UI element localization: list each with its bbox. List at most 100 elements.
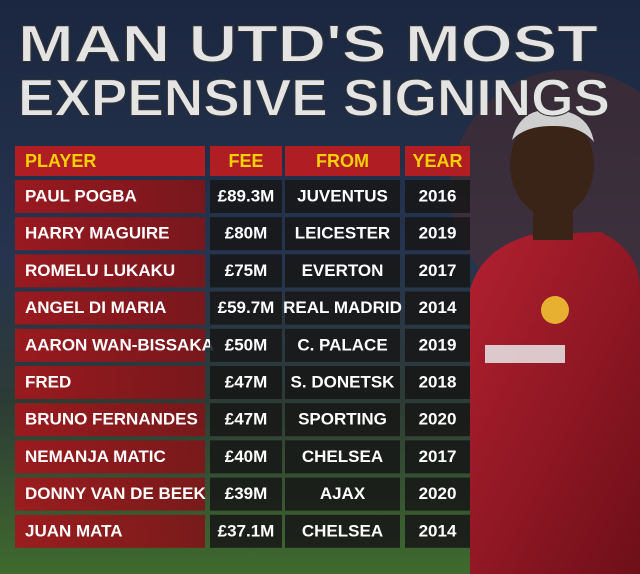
- year: 2020: [419, 410, 457, 429]
- player-cell: [15, 328, 205, 362]
- head: [510, 113, 594, 217]
- player-cell: [15, 217, 205, 251]
- data-cell: [405, 254, 470, 288]
- shirt: [470, 232, 640, 574]
- player-name: ANGEL DI MARIA: [25, 298, 166, 317]
- fee: £59.7M: [218, 298, 275, 317]
- header-cell: [15, 146, 205, 176]
- data-cell: [210, 514, 282, 548]
- header-cell: [210, 146, 282, 176]
- data-cell: [405, 217, 470, 251]
- fee: £37.1M: [218, 521, 275, 540]
- data-cell: [210, 366, 282, 399]
- data-cell: [210, 254, 282, 288]
- player-name: DONNY VAN DE BEEK: [25, 484, 206, 503]
- player-name: BRUNO FERNANDES: [25, 410, 198, 429]
- hair: [512, 109, 594, 142]
- year: 2014: [419, 298, 457, 317]
- year: 2019: [419, 335, 457, 354]
- year: 2018: [419, 372, 457, 391]
- fee: £47M: [225, 372, 268, 391]
- header-cell: [405, 146, 470, 176]
- player-name: AARON WAN-BISSAKA: [25, 335, 214, 354]
- from-club: LEICESTER: [295, 224, 390, 243]
- player-cell: [15, 440, 205, 474]
- fee: £75M: [225, 261, 268, 280]
- fee: £80M: [225, 224, 268, 243]
- player-name: PAUL POGBA: [25, 186, 137, 205]
- from-club: S. DONETSK: [291, 372, 396, 391]
- data-cell: [285, 217, 400, 251]
- player-cell: [15, 366, 205, 399]
- year: 2016: [419, 186, 457, 205]
- data-cell: [285, 477, 400, 511]
- data-cell: [210, 291, 282, 325]
- header-label: FEE: [228, 151, 263, 171]
- data-cell: [285, 291, 400, 325]
- data-cell: [405, 403, 470, 437]
- data-cell: [210, 328, 282, 362]
- badge: [541, 296, 569, 324]
- fee: £50M: [225, 335, 268, 354]
- from-club: AJAX: [320, 484, 366, 503]
- data-cell: [405, 291, 470, 325]
- year: 2017: [419, 447, 457, 466]
- from-club: CHELSEA: [302, 447, 383, 466]
- year: 2017: [419, 261, 457, 280]
- player-cell: [15, 477, 205, 511]
- header-label: YEAR: [412, 151, 462, 171]
- title-line: EXPENSIVE SIGNINGS: [18, 70, 610, 128]
- data-cell: [210, 440, 282, 474]
- data-cell: [285, 180, 400, 213]
- header-label: PLAYER: [25, 151, 96, 171]
- title-line: MAN UTD'S MOST: [18, 16, 598, 74]
- header-label: FROM: [316, 151, 369, 171]
- player-name: FRED: [25, 372, 71, 391]
- data-cell: [405, 366, 470, 399]
- from-club: REAL MADRID: [283, 298, 402, 317]
- fee: £47M: [225, 410, 268, 429]
- data-cell: [210, 403, 282, 437]
- fee: £40M: [225, 447, 268, 466]
- data-cell: [285, 514, 400, 548]
- fee: £39M: [225, 484, 268, 503]
- year: 2019: [419, 224, 457, 243]
- fee: £89.3M: [218, 186, 275, 205]
- data-cell: [405, 514, 470, 548]
- data-cell: [210, 477, 282, 511]
- data-cell: [210, 180, 282, 213]
- year: 2020: [419, 484, 457, 503]
- player-name: NEMANJA MATIC: [25, 447, 166, 466]
- data-cell: [285, 440, 400, 474]
- year: 2014: [419, 521, 457, 540]
- data-cell: [285, 366, 400, 399]
- player-cell: [15, 180, 205, 213]
- data-cell: [210, 217, 282, 251]
- from-club: JUVENTUS: [297, 186, 388, 205]
- data-cell: [405, 328, 470, 362]
- from-club: EVERTON: [302, 261, 384, 280]
- player-photo: [470, 109, 640, 574]
- player-name: ROMELU LUKAKU: [25, 261, 175, 280]
- data-cell: [405, 477, 470, 511]
- from-club: SPORTING: [298, 410, 387, 429]
- data-cell: [285, 328, 400, 362]
- from-club: C. PALACE: [297, 335, 387, 354]
- table: PLAYER FEE FROM YEAR PAUL POGBA £89.3M JUVENTU…: [15, 146, 470, 548]
- data-cell: [405, 440, 470, 474]
- sponsor: [485, 345, 565, 363]
- data-cell: [285, 254, 400, 288]
- data-cell: [285, 403, 400, 437]
- player-name: JUAN MATA: [25, 521, 123, 540]
- data-cell: [405, 180, 470, 213]
- player-cell: [15, 291, 205, 325]
- player-cell: [15, 403, 205, 437]
- player-cell: [15, 254, 205, 288]
- player-name: HARRY MAGUIRE: [25, 224, 170, 243]
- header-cell: [285, 146, 400, 176]
- from-club: CHELSEA: [302, 521, 383, 540]
- player-cell: [15, 514, 205, 548]
